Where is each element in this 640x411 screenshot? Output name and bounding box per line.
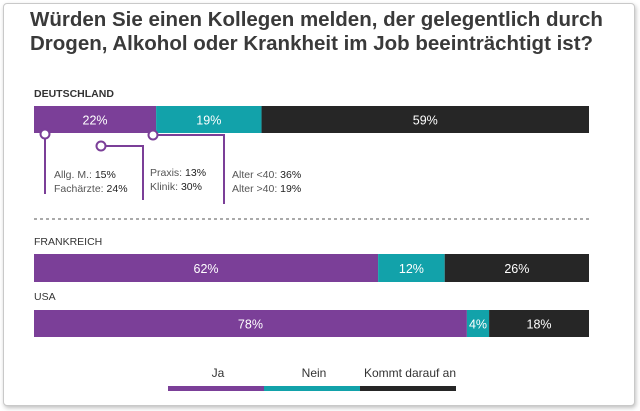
bar-segment (466, 310, 490, 337)
callout-key: Klinik: (150, 181, 181, 193)
callout-line (101, 145, 144, 200)
bar-value-label: 26% (504, 262, 529, 276)
title-line-2: Drogen, Alkohol oder Krankheit im Job be… (30, 32, 594, 55)
bar-value-label: 19% (196, 114, 221, 128)
bar-segment (378, 254, 445, 282)
legend-swatch-ja (168, 386, 264, 391)
bar-value-label: 4% (469, 318, 487, 332)
callout-value: 24% (107, 183, 128, 195)
callout-value: 30% (181, 181, 202, 193)
bar-value-label: 22% (83, 114, 108, 128)
bar-segment (489, 310, 589, 337)
bar-segment (34, 106, 157, 133)
legend-swatch-kommt (360, 386, 456, 391)
bar-segment (444, 254, 589, 282)
bar-value-label: 12% (399, 262, 424, 276)
callout-text: Fachärzte: 24% (54, 183, 128, 195)
callout-value: 19% (280, 183, 301, 195)
callout-dot (95, 140, 107, 152)
legend-swatch-nein (264, 386, 360, 391)
legend-label-kommt: Kommt darauf an (363, 366, 457, 380)
callout-key: Alter <40: (232, 169, 280, 181)
chart-title: Würden Sie einen Kollegen melden, der ge… (30, 8, 620, 56)
bar-value-label: 59% (413, 114, 438, 128)
chart-frame (3, 3, 635, 406)
legend-label-ja: Ja (211, 366, 225, 380)
callout-dot (39, 128, 51, 140)
bar-segment (34, 310, 467, 337)
legend: Ja Nein Kommt darauf an (168, 366, 456, 396)
callout-value: 15% (95, 169, 116, 181)
callout-text: Praxis: 13% (150, 167, 206, 179)
bar-value-label: 78% (238, 318, 263, 332)
country-label-usa: USA (34, 291, 56, 303)
bar-segment (156, 106, 262, 133)
callout-text: Klinik: 30% (150, 181, 202, 193)
callout-text: Allg. M.: 15% (54, 169, 116, 181)
callout-key: Fachärzte: (54, 183, 107, 195)
callout-text: Alter >40: 19% (232, 183, 301, 195)
callout-key: Allg. M.: (54, 169, 95, 181)
callout-key: Alter >40: (232, 183, 280, 195)
country-label-frankreich: FRANKREICH (34, 236, 103, 248)
legend-label-nein: Nein (301, 366, 327, 380)
callout-line (153, 134, 225, 204)
callout-key: Praxis: (150, 167, 185, 179)
bar-segment (261, 106, 589, 133)
callout-value: 36% (280, 169, 301, 181)
callout-value: 13% (185, 167, 206, 179)
country-label-deutschland: DEUTSCHLAND (34, 88, 114, 100)
callout-dot (147, 129, 159, 141)
bar-segment (34, 254, 379, 282)
title-line-1: Würden Sie einen Kollegen melden, der ge… (30, 8, 603, 31)
bar-value-label: 62% (194, 262, 219, 276)
bar-value-label: 18% (527, 318, 552, 332)
callout-text: Alter <40: 36% (232, 169, 301, 181)
